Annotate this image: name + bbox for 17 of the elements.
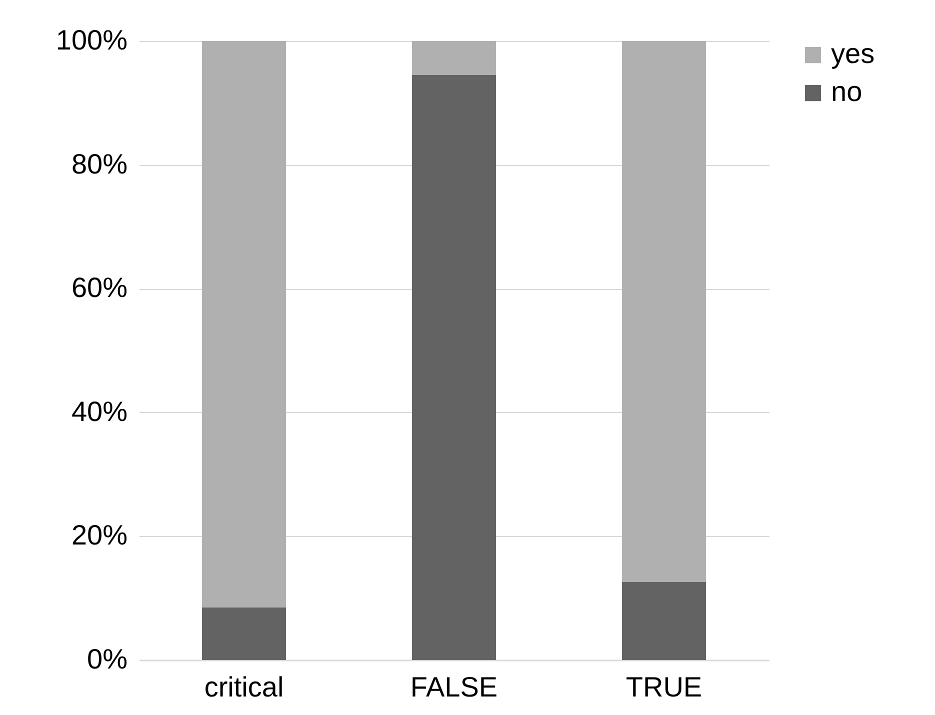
bar	[412, 41, 496, 76]
x-tick-label: FALSE	[410, 672, 498, 702]
y-tick-label: 100%	[56, 24, 128, 56]
bar	[202, 607, 286, 660]
bar	[412, 75, 496, 660]
y-tick-label: 20%	[71, 520, 128, 551]
y-tick-label: 60%	[71, 272, 128, 304]
legend-label: yes	[831, 38, 875, 69]
legend-label: no	[831, 76, 862, 107]
x-tick-label: critical	[204, 672, 284, 702]
y-tick-label: 0%	[87, 644, 128, 674]
y-tick-label: 40%	[71, 396, 128, 427]
y-tick-label: 80%	[71, 148, 128, 180]
x-tick-label: TRUE	[626, 672, 702, 702]
bar	[622, 41, 706, 582]
bar	[202, 41, 286, 608]
bar	[622, 582, 706, 660]
